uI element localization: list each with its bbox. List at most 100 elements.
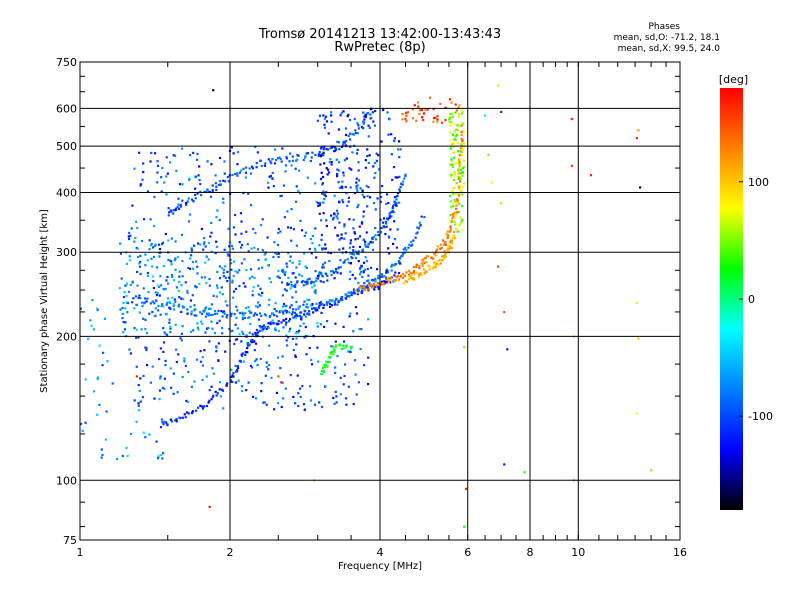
data-point bbox=[185, 399, 188, 403]
data-point bbox=[214, 251, 217, 255]
data-point bbox=[454, 213, 457, 216]
data-point bbox=[223, 172, 226, 175]
data-point bbox=[418, 264, 421, 267]
data-point bbox=[391, 178, 394, 181]
data-point bbox=[254, 312, 257, 315]
data-point bbox=[323, 193, 326, 197]
data-point bbox=[391, 205, 395, 208]
data-point bbox=[454, 237, 457, 240]
data-point bbox=[254, 397, 258, 400]
data-point bbox=[326, 301, 329, 304]
data-point bbox=[441, 259, 444, 262]
data-point bbox=[144, 297, 147, 300]
data-point bbox=[206, 188, 209, 191]
data-point bbox=[325, 219, 328, 222]
data-point bbox=[210, 231, 213, 234]
data-point bbox=[142, 162, 145, 165]
data-point bbox=[190, 385, 193, 388]
data-point bbox=[434, 264, 438, 267]
data-point bbox=[135, 336, 138, 339]
data-point bbox=[354, 129, 357, 132]
data-point bbox=[448, 120, 451, 123]
data-point bbox=[360, 125, 364, 129]
data-point bbox=[356, 148, 359, 151]
data-point bbox=[319, 300, 323, 304]
data-point bbox=[322, 114, 325, 117]
data-point bbox=[186, 312, 189, 315]
data-point bbox=[134, 236, 137, 240]
data-point bbox=[325, 273, 328, 276]
data-point bbox=[377, 282, 381, 285]
data-point bbox=[123, 291, 126, 294]
data-point bbox=[335, 215, 338, 218]
data-point bbox=[322, 148, 325, 151]
data-point bbox=[233, 342, 236, 346]
data-point bbox=[211, 395, 214, 399]
data-point bbox=[455, 211, 459, 214]
data-point bbox=[377, 286, 380, 289]
data-point bbox=[362, 210, 365, 213]
data-point bbox=[303, 300, 306, 303]
data-point bbox=[374, 238, 378, 241]
data-point bbox=[224, 350, 227, 353]
data-point bbox=[367, 356, 370, 359]
data-point bbox=[263, 164, 267, 167]
data-point bbox=[279, 157, 282, 161]
data-point bbox=[323, 146, 326, 149]
data-point bbox=[203, 190, 206, 194]
data-point bbox=[367, 288, 370, 291]
data-point bbox=[292, 395, 295, 399]
data-point bbox=[356, 237, 360, 240]
data-point bbox=[347, 200, 350, 203]
data-point bbox=[149, 218, 152, 221]
data-point bbox=[353, 117, 356, 121]
data-point bbox=[452, 151, 455, 154]
data-point bbox=[391, 206, 394, 210]
data-point bbox=[366, 267, 369, 271]
data-point bbox=[317, 153, 320, 156]
data-point bbox=[218, 218, 221, 222]
data-point bbox=[177, 203, 180, 206]
data-point bbox=[321, 366, 325, 370]
data-point bbox=[354, 238, 357, 241]
data-point bbox=[357, 291, 360, 294]
data-point bbox=[188, 213, 192, 216]
data-point bbox=[271, 319, 274, 322]
data-point bbox=[157, 284, 160, 287]
data-point bbox=[180, 332, 184, 335]
data-point bbox=[241, 312, 244, 315]
data-point bbox=[208, 505, 211, 509]
data-point bbox=[355, 312, 359, 315]
y-tick-label: 300 bbox=[56, 246, 77, 259]
data-point bbox=[320, 405, 324, 409]
data-point bbox=[314, 309, 317, 312]
data-point bbox=[215, 215, 218, 219]
data-point bbox=[380, 280, 384, 283]
data-point bbox=[338, 248, 341, 251]
data-point bbox=[335, 395, 338, 398]
data-point bbox=[277, 231, 280, 235]
x-tick-label: 6 bbox=[464, 546, 471, 559]
data-point bbox=[248, 343, 251, 346]
data-point bbox=[228, 327, 231, 331]
data-point bbox=[349, 242, 352, 245]
data-point bbox=[332, 271, 336, 274]
data-point bbox=[162, 264, 166, 268]
data-point bbox=[444, 255, 447, 258]
data-point bbox=[315, 279, 318, 283]
data-point bbox=[344, 397, 348, 400]
data-point bbox=[343, 363, 347, 366]
data-point bbox=[459, 222, 462, 225]
data-point bbox=[328, 160, 331, 164]
data-point bbox=[373, 176, 376, 179]
data-point bbox=[276, 243, 280, 246]
data-point bbox=[232, 260, 236, 263]
data-point bbox=[244, 306, 248, 310]
data-point bbox=[409, 274, 413, 277]
data-point bbox=[192, 329, 195, 332]
data-point bbox=[136, 247, 139, 250]
data-point bbox=[390, 211, 393, 214]
data-point bbox=[205, 327, 209, 330]
data-point bbox=[356, 205, 359, 209]
data-point bbox=[178, 183, 182, 186]
